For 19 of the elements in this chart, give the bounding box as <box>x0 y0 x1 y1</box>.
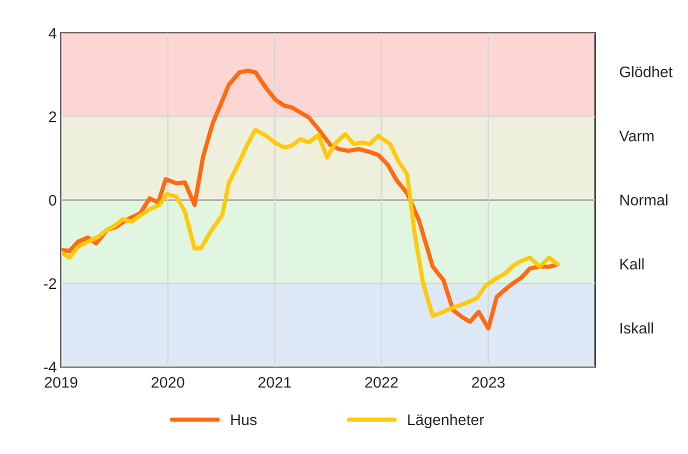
legend-label: Hus <box>231 414 257 426</box>
x-tick-label: 2020 <box>152 376 184 388</box>
text: Normal <box>620 194 668 206</box>
text: Kall <box>620 258 644 270</box>
text: Iskall <box>620 322 653 334</box>
y-tick-label: 2 <box>49 111 56 122</box>
x-tick-label: 2021 <box>258 376 291 388</box>
y-tick-label: 4 <box>48 28 56 39</box>
x-tick-label: 2023 <box>472 376 505 388</box>
y-tick-label: -4 <box>44 362 56 372</box>
y-tick-label: -2 <box>44 278 56 289</box>
y-tick-label: 0 <box>48 194 56 206</box>
line-series <box>61 68 560 331</box>
line-series <box>61 128 560 318</box>
x-tick-label: 2019 <box>44 376 78 388</box>
text: Varm <box>619 130 654 142</box>
x-tick-label: 2022 <box>365 376 398 388</box>
legend-label: Lägenheter <box>408 414 484 428</box>
text: Glödhet <box>620 66 673 78</box>
